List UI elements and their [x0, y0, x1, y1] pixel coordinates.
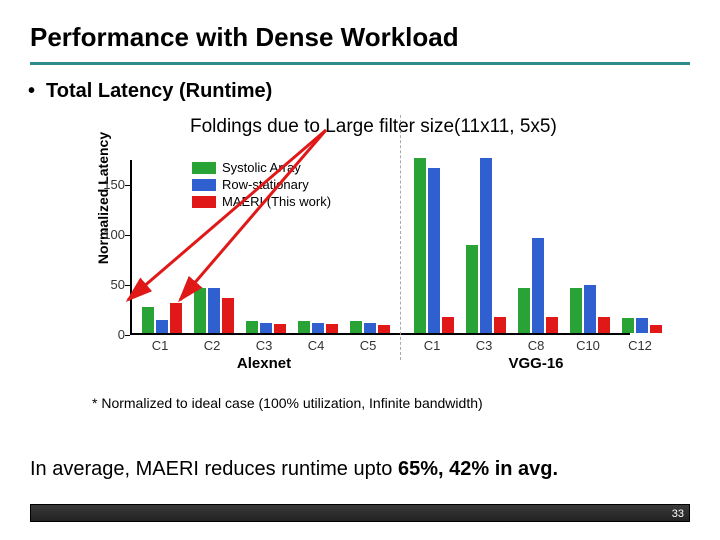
y-tick-label: 150	[95, 177, 125, 192]
slide: Performance with Dense Workload Total La…	[0, 0, 720, 540]
x-tick-label: C1	[412, 338, 452, 353]
bar	[494, 317, 506, 333]
title-underline	[30, 62, 690, 65]
page-title: Performance with Dense Workload	[30, 22, 459, 53]
footer-bar	[30, 504, 690, 522]
bar	[636, 318, 648, 333]
bar	[518, 288, 530, 333]
summary-bold: 65%, 42% in avg.	[398, 458, 558, 480]
bar	[350, 321, 362, 333]
summary-prefix: In average, MAERI reduces runtime upto	[30, 458, 398, 480]
bar	[570, 288, 582, 333]
x-tick-label: C3	[244, 338, 284, 353]
summary-text: In average, MAERI reduces runtime upto 6…	[30, 458, 558, 481]
bar	[312, 323, 324, 333]
bar	[156, 320, 168, 333]
bar	[298, 321, 310, 333]
x-tick-label: C5	[348, 338, 388, 353]
y-tick-label: 50	[95, 277, 125, 292]
bar	[532, 238, 544, 333]
x-tick-label: C2	[192, 338, 232, 353]
y-tick-label: 0	[95, 327, 125, 342]
bar	[326, 324, 338, 333]
bar	[414, 158, 426, 333]
bar	[246, 321, 258, 333]
plot-area: Systolic ArrayRow-stationaryMAERI (This …	[130, 160, 630, 335]
latency-chart: Normalized Latency Systolic ArrayRow-sta…	[90, 150, 660, 380]
bar	[194, 288, 206, 333]
x-tick-label: C12	[620, 338, 660, 353]
bar	[442, 317, 454, 333]
bar	[428, 168, 440, 333]
page-number: 33	[672, 508, 684, 520]
bar	[260, 323, 272, 333]
x-group-label: Alexnet	[140, 355, 388, 372]
group-divider	[400, 115, 401, 360]
bar	[598, 317, 610, 333]
bar	[364, 323, 376, 333]
x-tick-label: C10	[568, 338, 608, 353]
bar	[222, 298, 234, 333]
bar	[546, 317, 558, 333]
footnote: * Normalized to ideal case (100% utiliza…	[92, 395, 483, 411]
bar	[208, 288, 220, 333]
bar	[480, 158, 492, 333]
bar	[142, 307, 154, 333]
x-tick-label: C3	[464, 338, 504, 353]
x-tick-label: C1	[140, 338, 180, 353]
bars-container	[132, 160, 630, 333]
bar	[584, 285, 596, 333]
bar	[274, 324, 286, 333]
bar	[378, 325, 390, 333]
bar	[650, 325, 662, 333]
x-group-label: VGG-16	[412, 355, 660, 372]
y-tick-label: 100	[95, 227, 125, 242]
x-tick-label: C8	[516, 338, 556, 353]
x-tick-label: C4	[296, 338, 336, 353]
bar	[622, 318, 634, 333]
foldings-annotation: Foldings due to Large filter size(11x11,…	[190, 116, 557, 138]
y-axis-label: Normalized Latency	[95, 123, 111, 273]
bar	[466, 245, 478, 333]
bullet-heading: Total Latency (Runtime)	[46, 80, 272, 103]
bar	[170, 303, 182, 333]
